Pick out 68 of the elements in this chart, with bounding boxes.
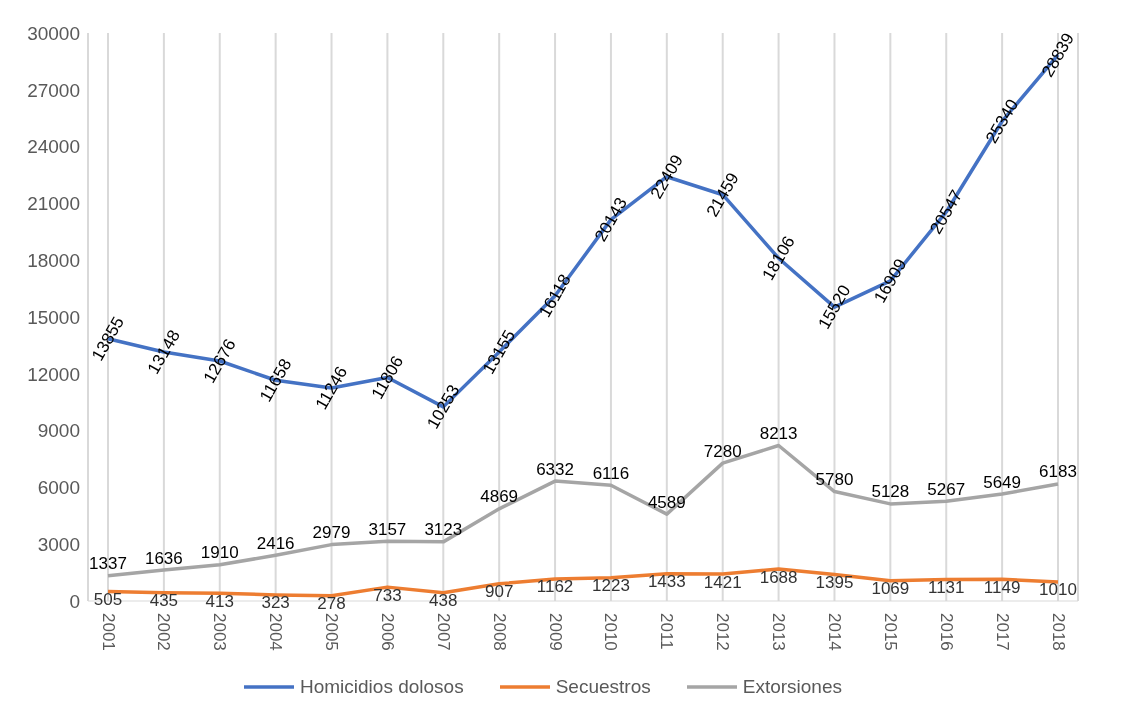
data-label: 6116 <box>592 463 630 483</box>
data-label: 438 <box>429 591 458 611</box>
data-label: 8213 <box>759 424 798 443</box>
x-tick-label: 2010 <box>601 613 621 651</box>
data-label: 1149 <box>983 577 1021 597</box>
legend-label: Homicidios dolosos <box>299 676 464 698</box>
x-tick-label: 2005 <box>322 613 342 651</box>
data-label: 1337 <box>89 554 127 574</box>
x-tick-label: 2014 <box>824 613 844 651</box>
data-label: 5649 <box>983 472 1022 492</box>
data-label: 4589 <box>647 492 686 512</box>
data-label: 1636 <box>144 548 183 568</box>
y-tick-label: 12000 <box>27 363 80 385</box>
data-label: 1421 <box>703 572 742 592</box>
data-label: 6332 <box>536 459 574 479</box>
y-tick-label: 15000 <box>27 306 80 328</box>
x-tick-label: 2002 <box>154 613 174 651</box>
x-tick-label: 2016 <box>936 613 956 651</box>
data-label: 3157 <box>368 519 407 539</box>
data-label: 5267 <box>927 479 966 499</box>
x-tick-label: 2017 <box>992 613 1012 651</box>
x-tick-label: 2003 <box>210 613 230 651</box>
data-label: 2979 <box>312 523 351 543</box>
data-label: 278 <box>317 594 346 614</box>
y-tick-label: 27000 <box>27 79 80 101</box>
data-label: 435 <box>149 591 179 611</box>
data-label: 505 <box>93 589 123 609</box>
data-label: 323 <box>261 593 290 613</box>
x-tick-label: 2006 <box>377 613 397 651</box>
x-tick-label: 2013 <box>769 613 789 651</box>
data-label: 1162 <box>536 577 574 597</box>
y-tick-label: 6000 <box>37 477 80 499</box>
x-tick-label: 2015 <box>880 613 900 651</box>
y-tick-label: 30000 <box>27 22 80 44</box>
data-label: 1223 <box>592 576 630 596</box>
data-label: 3123 <box>424 520 463 540</box>
data-label: 1010 <box>1039 580 1077 600</box>
data-label: 1395 <box>815 573 854 593</box>
data-label: 6183 <box>1039 462 1077 482</box>
data-label: 733 <box>373 585 402 605</box>
data-label: 5128 <box>871 482 910 502</box>
legend-label: Secuestros <box>554 676 651 698</box>
data-label: 4869 <box>480 487 519 507</box>
legend-label: Extorsiones <box>741 676 842 698</box>
data-label: 1910 <box>200 543 239 563</box>
x-tick-label: 2004 <box>266 613 286 651</box>
x-tick-label: 2018 <box>1048 613 1068 651</box>
y-tick-label: 9000 <box>37 420 80 442</box>
x-tick-label: 2012 <box>713 613 733 651</box>
data-label: 1688 <box>759 567 798 587</box>
data-label: 7280 <box>703 441 742 461</box>
y-tick-label: 0 <box>69 590 80 612</box>
x-tick-label: 2001 <box>98 613 118 651</box>
data-label: 1069 <box>871 579 910 599</box>
data-label: 413 <box>205 591 234 611</box>
x-tick-label: 2011 <box>657 613 677 650</box>
y-tick-label: 3000 <box>37 533 80 555</box>
data-label: 1433 <box>647 572 686 592</box>
y-tick-label: 24000 <box>27 136 80 158</box>
data-label: 2416 <box>256 533 295 553</box>
y-tick-label: 21000 <box>27 193 80 215</box>
data-label: 5780 <box>815 470 854 490</box>
y-tick-label: 18000 <box>27 249 80 271</box>
x-tick-label: 2008 <box>489 613 509 651</box>
x-tick-label: 2009 <box>545 613 565 651</box>
data-label: 907 <box>484 582 514 602</box>
x-tick-label: 2007 <box>433 613 453 651</box>
data-label: 1131 <box>927 578 965 598</box>
